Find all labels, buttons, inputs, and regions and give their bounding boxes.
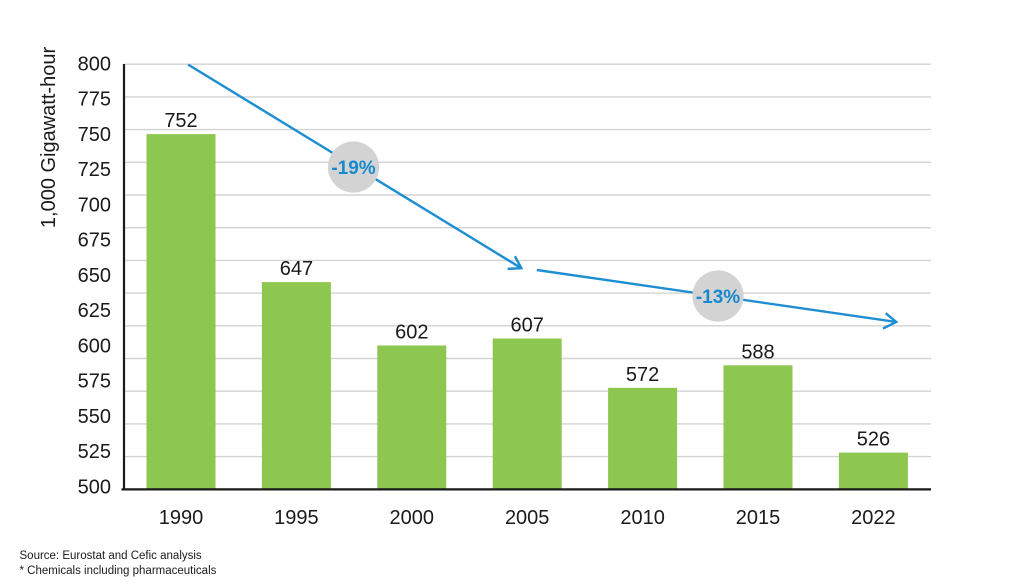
svg-text:647: 647	[280, 258, 313, 280]
svg-text:1,000 Gigawatt-hour: 1,000 Gigawatt-hour	[38, 47, 60, 229]
svg-text:700: 700	[78, 194, 111, 216]
svg-text:500: 500	[78, 476, 111, 498]
svg-text:2015: 2015	[736, 507, 781, 529]
svg-text:2022: 2022	[851, 507, 896, 529]
svg-text:* Chemicals including pharmace: * Chemicals including pharmaceuticals	[20, 565, 217, 577]
svg-text:525: 525	[78, 441, 111, 463]
svg-text:2010: 2010	[620, 507, 665, 529]
svg-text:600: 600	[78, 335, 111, 357]
svg-text:-13%: -13%	[696, 287, 740, 308]
svg-text:1990: 1990	[159, 507, 204, 529]
svg-text:650: 650	[78, 265, 111, 287]
svg-text:750: 750	[78, 124, 111, 146]
svg-text:607: 607	[511, 315, 544, 337]
svg-text:2000: 2000	[390, 507, 435, 529]
svg-text:775: 775	[78, 89, 111, 111]
svg-text:575: 575	[78, 371, 111, 393]
svg-text:1995: 1995	[274, 507, 319, 529]
svg-text:Source: Eurostat and Cefic ana: Source: Eurostat and Cefic analysis	[20, 550, 202, 562]
svg-text:800: 800	[78, 54, 111, 76]
svg-text:2005: 2005	[505, 507, 550, 529]
svg-text:-19%: -19%	[331, 158, 375, 179]
svg-text:602: 602	[395, 322, 428, 344]
svg-text:725: 725	[78, 159, 111, 181]
svg-text:550: 550	[78, 406, 111, 428]
svg-text:588: 588	[741, 341, 774, 363]
svg-text:625: 625	[78, 300, 111, 322]
svg-text:526: 526	[857, 429, 890, 451]
svg-text:752: 752	[164, 110, 197, 132]
svg-text:572: 572	[626, 364, 659, 386]
svg-text:675: 675	[78, 230, 111, 252]
